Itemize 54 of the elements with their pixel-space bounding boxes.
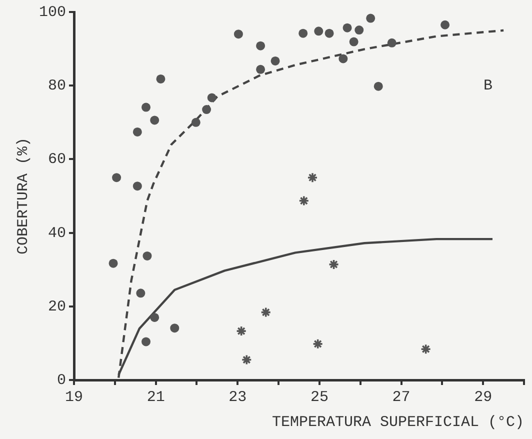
x-tick-label: 27 [392, 388, 410, 406]
point [256, 64, 266, 74]
point [207, 93, 216, 102]
y-tick-label: 40 [48, 224, 66, 242]
point [150, 116, 160, 125]
point [307, 172, 318, 183]
point [112, 173, 122, 182]
point [342, 23, 352, 32]
point [298, 28, 308, 38]
point [132, 127, 142, 136]
x-tick-label: 25 [310, 388, 328, 406]
point [366, 14, 376, 23]
point [132, 182, 142, 191]
point [241, 354, 252, 366]
point [270, 56, 280, 66]
x-tick-label: 29 [474, 388, 492, 406]
line-series [117, 29, 505, 379]
point [156, 74, 166, 84]
x-tick-label: 23 [228, 388, 247, 406]
point [298, 195, 310, 206]
point [234, 30, 243, 39]
x-tick-label: 21 [146, 388, 165, 406]
y-tick-label: 80 [48, 78, 66, 95]
y-axis-title: COBERTURA (%) [14, 137, 32, 255]
x-tick-label: 19 [64, 388, 84, 406]
y-tick-label: 0 [56, 372, 66, 389]
point [108, 258, 118, 268]
point [170, 324, 180, 333]
y-tick-label: 20 [48, 298, 66, 316]
point [236, 326, 247, 336]
point [440, 20, 450, 30]
point [338, 54, 348, 64]
point [256, 41, 266, 50]
point [260, 306, 272, 318]
point [324, 28, 334, 38]
point [312, 338, 324, 350]
point [136, 288, 146, 298]
y-tick-label: 60 [48, 151, 66, 168]
annotation: B [483, 78, 493, 95]
point [328, 259, 340, 270]
point [349, 37, 358, 46]
point [387, 38, 396, 48]
point [202, 105, 212, 114]
point [142, 251, 152, 260]
point [374, 82, 383, 91]
point [142, 337, 151, 346]
point [314, 26, 324, 36]
point [191, 118, 200, 127]
point [150, 312, 160, 322]
x-axis-title: TEMPERATURA SUPERFICIAL (°C) [272, 414, 524, 431]
point [354, 26, 364, 35]
point [142, 102, 151, 112]
y-tick-label: 100 [38, 4, 66, 21]
point [420, 344, 432, 354]
